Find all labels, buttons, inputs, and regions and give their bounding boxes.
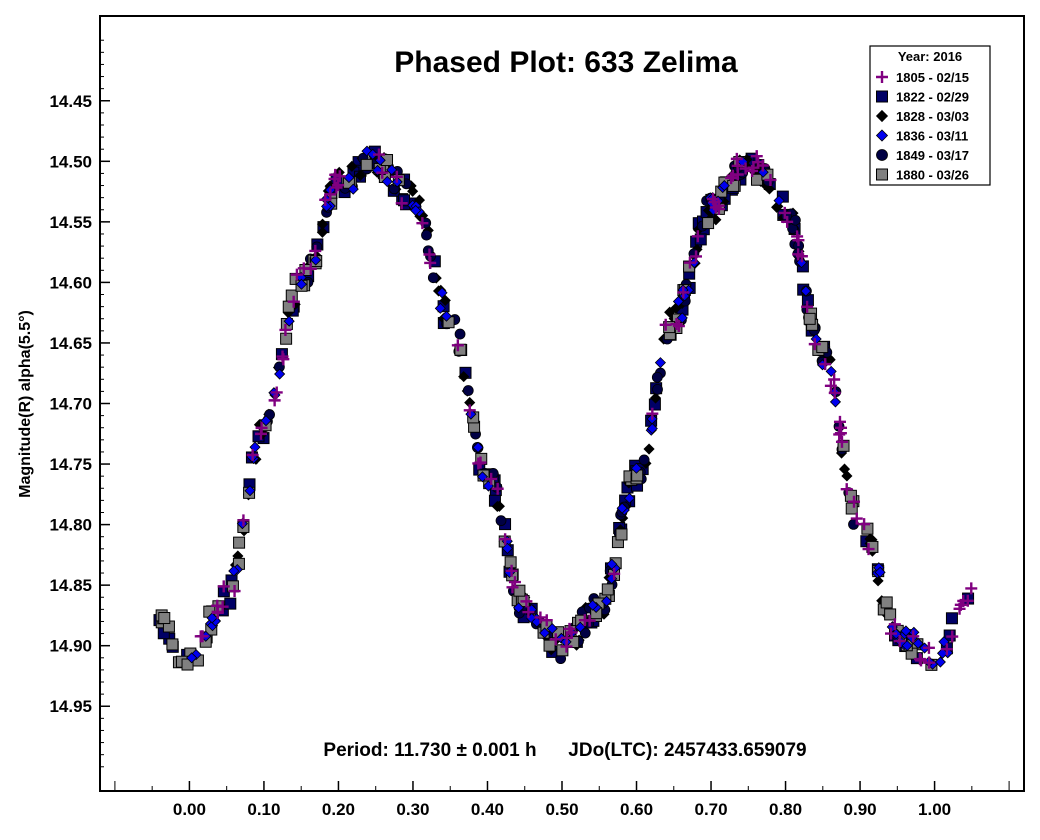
data-point [639, 455, 649, 465]
period-annotation: Period: 11.730 ± 0.001 h JDo(LTC): 24574… [323, 740, 806, 761]
data-point [846, 503, 857, 514]
y-tick-label: 14.60 [49, 273, 92, 292]
series-1836 [187, 146, 953, 669]
legend-entry: 1828 - 03/03 [896, 109, 969, 124]
y-tick-label: 14.95 [49, 697, 92, 716]
y-tick-label: 14.75 [49, 455, 92, 474]
series-1849 [260, 153, 858, 663]
legend-marker [877, 169, 888, 180]
data-point [455, 329, 465, 339]
data-point [653, 384, 663, 394]
legend-entry: 1836 - 03/11 [896, 129, 968, 144]
data-point [159, 613, 170, 624]
x-tick-label: 0.60 [620, 800, 653, 819]
legend-marker [877, 91, 888, 102]
x-tick-label: 0.00 [173, 800, 206, 819]
data-point [652, 372, 662, 382]
data-point [881, 597, 892, 608]
data-point [234, 537, 245, 548]
legend-entry: 1805 - 02/15 [896, 70, 969, 85]
data-point [946, 613, 957, 624]
data-point [428, 273, 438, 283]
data-points [154, 146, 977, 670]
x-tick-label: 0.90 [844, 800, 877, 819]
series-1822 [154, 146, 974, 663]
series-1805 [195, 149, 978, 669]
data-point [644, 444, 654, 454]
y-axis-label: Magnitude(R) alpha(5.5°) [17, 310, 34, 498]
y-tick-label: 14.90 [49, 637, 92, 656]
data-point [167, 639, 178, 650]
y-tick-label: 14.45 [49, 92, 92, 111]
data-point [703, 218, 714, 229]
x-tick-label: 0.10 [247, 800, 280, 819]
data-point [421, 230, 431, 240]
y-tick-label: 14.80 [49, 516, 92, 535]
x-tick-label: 0.50 [545, 800, 578, 819]
data-point [655, 358, 665, 368]
data-point [544, 640, 555, 651]
y-tick-label: 14.65 [49, 334, 92, 353]
legend-entry: 1849 - 03/17 [896, 148, 969, 163]
data-point [602, 584, 613, 595]
x-tick-label: 0.70 [694, 800, 727, 819]
chart-title: Phased Plot: 633 Zelima [394, 46, 738, 79]
y-tick-label: 14.50 [49, 152, 92, 171]
legend-entry: 1822 - 02/29 [896, 90, 969, 105]
legend: Year: 2016 1805 - 02/15 1822 - 02/29 1828 -… [870, 46, 990, 185]
data-point [833, 428, 845, 440]
y-tick-label: 14.85 [49, 576, 92, 595]
x-tick-label: 0.40 [471, 800, 504, 819]
legend-title: Year: 2016 [898, 49, 962, 64]
data-point [463, 386, 473, 396]
data-point [804, 313, 815, 324]
legend-marker [877, 150, 888, 161]
data-point [616, 529, 627, 540]
legend-entry: 1880 - 03/26 [896, 168, 969, 183]
x-tick-label: 0.20 [322, 800, 355, 819]
data-point [496, 516, 506, 526]
x-tick-label: 1.00 [918, 800, 951, 819]
data-point [790, 215, 800, 225]
x-axis: 0.00 0.10 0.20 0.30 0.40 0.50 0.60 0.70 0.80 0.90… [115, 781, 1009, 819]
y-tick-label: 14.70 [49, 395, 92, 414]
y-axis: 14.45 14.50 14.55 14.60 14.65 14.70 14.75 14.80… [49, 40, 110, 767]
x-tick-label: 0.30 [396, 800, 429, 819]
data-point [361, 159, 372, 170]
x-tick-label: 0.80 [769, 800, 802, 819]
y-tick-label: 14.55 [49, 213, 92, 232]
